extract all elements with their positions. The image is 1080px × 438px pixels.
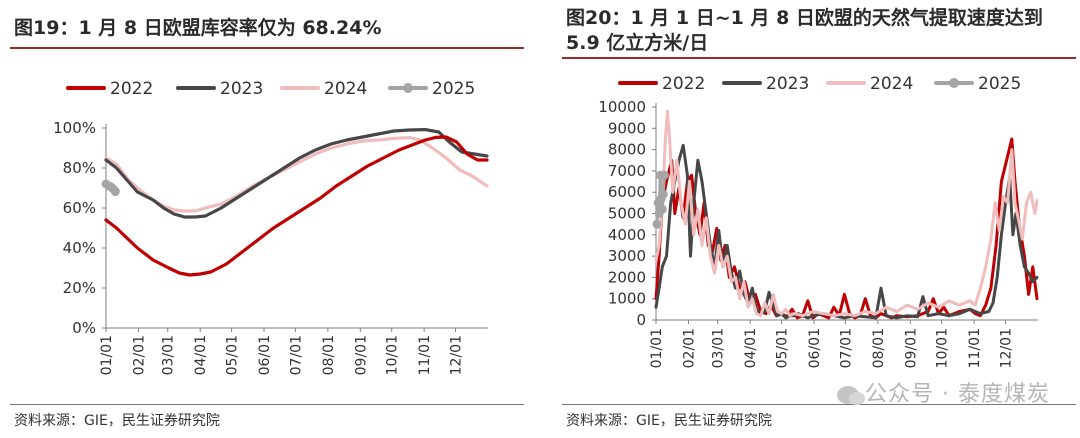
x-tick-label: 07/01 [288,335,304,375]
y-tick-label: 20% [63,279,96,297]
legend-label-2023: 2023 [766,74,809,94]
series-line-2024 [104,136,489,213]
watermark: 公众号 · 泰度煤炭 [837,376,1050,408]
x-tick-label: 12/01 [449,335,465,375]
x-tick-label: 02/01 [681,328,697,368]
x-tick-label: 12/01 [999,328,1015,368]
y-tick-label: 7000 [608,162,646,180]
y-tick-label: 5000 [608,205,646,223]
x-tick-label: 08/01 [321,335,337,375]
left-chart-panel: 图19：1 月 8 日欧盟库容率仅为 68.24% 2022 2023 2024 20… [0,0,532,438]
series-line-2022 [104,135,489,277]
right-chart-panel: 图20：1 月 1 日~1 月 8 日欧盟的天然气提取速度达到 5.9 亿立方米… [552,0,1080,438]
x-tick-label: 09/01 [903,328,919,368]
series-line-2023 [104,128,489,219]
x-tick-label: 10/01 [385,335,401,375]
y-tick-label: 1000 [608,290,646,308]
withdrawal-speed-chart: 2022 2023 2024 2025 0 1000 2000 3000 4000 5000 600… [598,74,1039,368]
data-point-2025 [110,187,120,197]
x-tick-label: 11/01 [417,335,433,375]
y-tick-label: 0 [636,311,646,329]
y-tick-label: 10000 [598,98,646,116]
legend-marker-2025 [403,83,413,93]
y-tick-label: 9000 [608,119,646,137]
x-tick-label: 09/01 [353,335,369,375]
x-tick-label: 05/01 [775,328,791,368]
x-tick-label: 06/01 [807,328,823,368]
y-tick-label: 6000 [608,183,646,201]
legend-label-2024: 2024 [324,79,367,99]
y-tick-label: 100% [53,119,96,137]
data-point-2025 [652,219,662,229]
y-tick-label: 3000 [608,247,646,265]
legend-label-2025: 2025 [432,79,475,99]
legend-label-2025: 2025 [978,74,1021,94]
x-tick-label: 11/01 [967,328,983,368]
data-point-2025 [659,170,669,180]
y-tick-label: 40% [63,239,96,257]
y-tick-label: 0% [72,319,96,337]
x-tick-label: 03/01 [711,328,727,368]
series-line-2024 [654,109,1039,318]
y-tick-label: 80% [63,159,96,177]
legend-label-2024: 2024 [870,74,913,94]
x-tick-label: 05/01 [225,335,241,375]
x-tick-label: 06/01 [257,335,273,375]
wechat-icon [837,386,866,405]
data-point-2025 [657,204,667,214]
x-tick-label: 07/01 [838,328,854,368]
x-tick-label: 01/01 [649,328,665,368]
y-tick-label: 60% [63,199,96,217]
chart-title-right: 图20：1 月 1 日~1 月 8 日欧盟的天然气提取速度达到 5.9 亿立方米… [566,7,1043,54]
x-tick-label: 01/01 [99,335,115,375]
x-tick-label: 04/01 [743,328,759,368]
source-note-right: 资料来源：GIE，民生证券研究院 [566,413,772,429]
legend-label-2023: 2023 [220,79,263,99]
x-tick-label: 02/01 [131,335,147,375]
source-divider-right [562,404,1076,405]
x-tick-label: 08/01 [871,328,887,368]
x-tick-label: 10/01 [935,328,951,368]
x-tick-label: 04/01 [193,335,209,375]
legend-marker-2025 [949,78,959,88]
legend-label-2022: 2022 [662,74,705,94]
y-tick-label: 2000 [608,268,646,286]
storage-rate-chart: 2022 2023 2024 2025 0% 20% 40% 60% 80% 100% 01/01 0… [53,79,489,375]
legend-label-2022: 2022 [110,79,153,99]
y-tick-label: 8000 [608,141,646,159]
source-divider-left [10,404,524,405]
chart-title-left: 图19：1 月 8 日欧盟库容率仅为 68.24% [14,17,382,39]
y-tick-label: 4000 [608,226,646,244]
data-point-2025 [658,189,668,199]
source-note-left: 资料来源：GIE，民生证券研究院 [14,413,220,429]
x-tick-label: 03/01 [161,335,177,375]
title-divider-right [562,57,1076,59]
title-divider-left [10,47,524,49]
watermark-text: 公众号 · 泰度煤炭 [865,382,1050,407]
